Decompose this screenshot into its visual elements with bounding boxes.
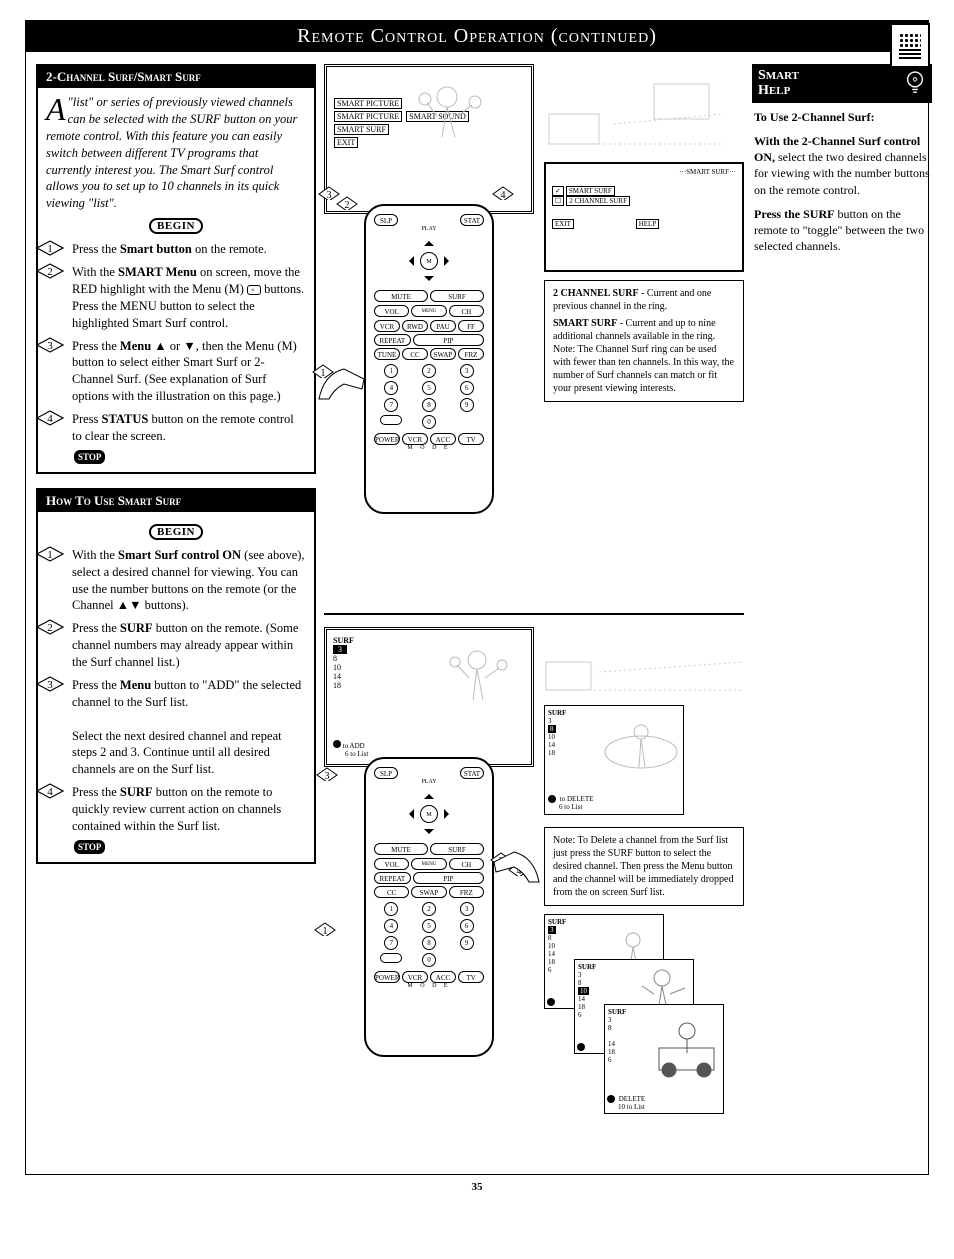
svg-text:4: 4 <box>501 190 506 200</box>
callout-4: 4 <box>492 186 514 200</box>
step: 1With the Smart Surf control ON (see abo… <box>46 544 306 618</box>
step: 3Press the Menu button to "ADD" the sele… <box>46 674 306 781</box>
svg-text:2: 2 <box>345 200 350 210</box>
begin-pill: BEGIN <box>149 524 203 540</box>
step-number-diamond: 4 <box>36 783 64 799</box>
svg-text:3: 3 <box>325 771 330 781</box>
page-number: 35 <box>25 1181 929 1193</box>
delete-note-box: Note: To Delete a channel from the Surf … <box>544 827 744 906</box>
stop-pill: STOP <box>74 840 105 854</box>
remote-number-button: 5 <box>422 381 436 395</box>
note-line1-lead: 2 CHANNEL SURF <box>553 288 639 299</box>
svg-text:1: 1 <box>47 243 53 255</box>
lower-illustration-group: SURF 3 8 10 14 18 to ADD 6 to List <box>324 627 744 1164</box>
remote-control-bottom: SLPSTAT PLAY M MUTESURF VOLMENUCH REPEAT… <box>364 757 494 1057</box>
title-bar: Remote Control Operation (continued) <box>26 21 928 52</box>
remote-number-button: 3 <box>460 364 474 378</box>
remote-number-button: 7 <box>384 398 398 412</box>
remote-number-button: 6 <box>460 919 474 933</box>
remote-number-button: 0 <box>422 415 436 429</box>
lightbulb-icon <box>904 70 926 96</box>
section-channel-surf: 2-Channel Surf/Smart Surf A "list" or se… <box>36 64 316 474</box>
living-room-ghost <box>544 627 744 697</box>
smart-help-column: SMARTHELP To Use 2-Channel Surf: With th… <box>752 64 932 1164</box>
intro-text: "list" or series of previously viewed ch… <box>46 95 297 210</box>
remote-number-button: 3 <box>460 902 474 916</box>
step: 2Press the SURF button on the remote. (S… <box>46 617 306 674</box>
svg-text:3: 3 <box>327 190 332 200</box>
corner-icon <box>890 23 930 68</box>
svg-text:4: 4 <box>47 413 53 425</box>
step-number-diamond: 3 <box>36 337 64 353</box>
callout-2: 2 <box>336 196 358 210</box>
remote-number-button: 8 <box>422 398 436 412</box>
remote-number-button: 4 <box>384 919 398 933</box>
step-number-diamond: 4 <box>36 410 64 426</box>
tv-surf-list: SURF 3 8 10 14 18 to ADD 6 to List <box>324 627 534 767</box>
dropcap: A <box>46 94 68 122</box>
step-number-diamond: 2 <box>36 619 64 635</box>
step-number-diamond: 1 <box>36 546 64 562</box>
svg-text:1: 1 <box>323 926 328 936</box>
remote-number-button: 6 <box>460 381 474 395</box>
svg-text:1: 1 <box>47 549 53 561</box>
step: 4Press STATUS button on the remote contr… <box>46 408 306 448</box>
help-lead-1: To Use 2-Channel Surf: <box>754 110 875 124</box>
illustrations-column: SMART PICTURE SMART PICTURE SMART SOUND … <box>324 64 744 1164</box>
remote-number-button: 7 <box>384 936 398 950</box>
svg-text:4: 4 <box>47 786 53 798</box>
step: 3Press the Menu ▲ or ▼, then the Menu (M… <box>46 335 306 409</box>
intro-paragraph: A "list" or series of previously viewed … <box>46 94 306 212</box>
callout-1: 1 <box>314 922 336 936</box>
remote-number-button: 1 <box>384 364 398 378</box>
smart-help-header: SMARTHELP <box>752 64 932 103</box>
hand-icon <box>489 837 544 887</box>
step: 2With the SMART Menu on screen, move the… <box>46 261 306 335</box>
stop-pill: STOP <box>74 450 105 464</box>
left-column: 2-Channel Surf/Smart Surf A "list" or se… <box>36 64 316 1164</box>
surf-card-stack: SURF381014186 SURF381014186 SURF3814186 <box>544 914 744 1164</box>
remote-number-button: 8 <box>422 936 436 950</box>
remote-number-button: 9 <box>460 936 474 950</box>
remote-control-top: SLPSTAT PLAY M MUTESURF VOLMENUCH <box>364 204 494 514</box>
upper-illustration-group: SMART PICTURE SMART PICTURE SMART SOUND … <box>324 64 744 601</box>
callout-3: 3 <box>316 767 338 781</box>
remote-number-button: 4 <box>384 381 398 395</box>
step: 1Press the Smart button on the remote. <box>46 238 306 261</box>
number-pad: 1 2 3 4 5 6 7 8 9 0 <box>374 364 484 429</box>
surf-card: SURF3814186 DELETE10 to List <box>604 1004 724 1114</box>
remote-number-button: 5 <box>422 919 436 933</box>
svg-text:2: 2 <box>47 266 53 278</box>
svg-text:3: 3 <box>47 679 53 691</box>
menu-pad: M <box>404 236 454 286</box>
remote-number-button <box>380 415 402 425</box>
remote-number-button: 1 <box>384 902 398 916</box>
hand-icon <box>314 354 374 404</box>
begin-pill: BEGIN <box>149 218 203 234</box>
section-header: 2-Channel Surf/Smart Surf <box>38 66 314 88</box>
section-how-to-surf: How To Use Smart Surf BEGIN 1With the Sm… <box>36 488 316 864</box>
remote-number-button: 9 <box>460 398 474 412</box>
page-title: Remote Control Operation (continued) <box>297 25 657 47</box>
svg-text:2: 2 <box>47 622 53 634</box>
section-header: How To Use Smart Surf <box>38 490 314 512</box>
page-frame: Remote Control Operation (continued) 2-C… <box>25 20 929 1175</box>
surf-explanation-box: 2 CHANNEL SURF - Current and one previou… <box>544 280 744 402</box>
surf-card-delete: SURF 38101418 to DELETE6 to List <box>544 705 684 815</box>
tv-surf-options: ···SMART SURF··· ✓SMART SURF ☐2 CHANNEL … <box>544 162 744 272</box>
remote-number-button <box>380 953 402 963</box>
living-room-ghost <box>544 64 724 154</box>
remote-number-button: 0 <box>422 953 436 967</box>
step: 4Press the SURF button on the remote to … <box>46 781 306 838</box>
remote-number-button: 2 <box>422 902 436 916</box>
section-divider <box>324 613 744 615</box>
svg-text:3: 3 <box>47 340 53 352</box>
step-number-diamond: 2 <box>36 263 64 279</box>
remote-number-button: 2 <box>422 364 436 378</box>
cheerleader-ghost <box>427 640 527 740</box>
help-lead-2: Press the SURF <box>754 207 834 221</box>
smart-help-body: To Use 2-Channel Surf: With the 2-Channe… <box>752 103 932 269</box>
step-number-diamond: 3 <box>36 676 64 692</box>
step-number-diamond: 1 <box>36 240 64 256</box>
